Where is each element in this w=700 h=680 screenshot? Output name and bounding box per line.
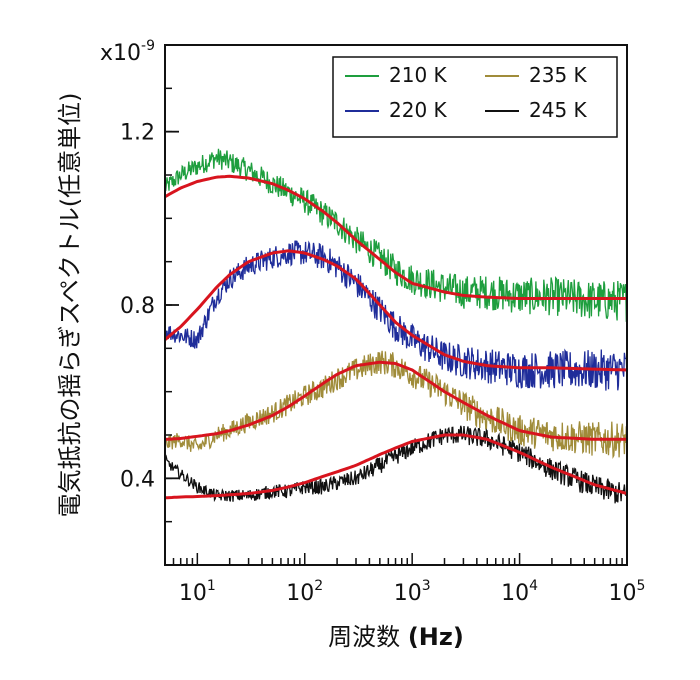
x-tick-label: 102	[286, 578, 323, 606]
legend: 210 K 220 K 235 K 245 K	[332, 56, 618, 138]
series-line-210k	[164, 148, 628, 323]
y-axis-title: 電気抵抗の揺らぎスペクトル(任意単位)	[56, 92, 84, 517]
legend-label: 235 K	[529, 63, 588, 87]
fit-curve-2	[164, 249, 628, 372]
x-tick-label: 103	[394, 578, 431, 606]
legend-box	[332, 56, 618, 138]
legend-label: 220 K	[389, 98, 448, 122]
y-tick-label: 0.4	[120, 467, 155, 492]
fit-curve-1	[164, 174, 627, 300]
legend-label: 245 K	[529, 98, 588, 122]
axis-tick-labels: 101 102 103 104 105 0.4 0.8 1.2	[120, 121, 645, 606]
x-tick-label: 101	[179, 578, 216, 606]
y-multiplier-label: x10-9	[100, 38, 155, 66]
y-tick-label: 0.8	[120, 294, 155, 319]
y-tick-label: 1.2	[120, 121, 155, 146]
series-line-245k	[164, 425, 628, 504]
x-tick-label: 105	[609, 578, 646, 606]
fit-curve-4	[164, 433, 628, 500]
fit-curve-3	[164, 360, 627, 441]
series-line-220k	[164, 240, 628, 391]
legend-label: 210 K	[389, 63, 448, 87]
x-axis-title: 周波数 (Hz)	[328, 623, 464, 651]
plot-content	[164, 148, 628, 504]
axis-ticks	[164, 87, 628, 565]
x-tick-label: 104	[501, 578, 538, 606]
